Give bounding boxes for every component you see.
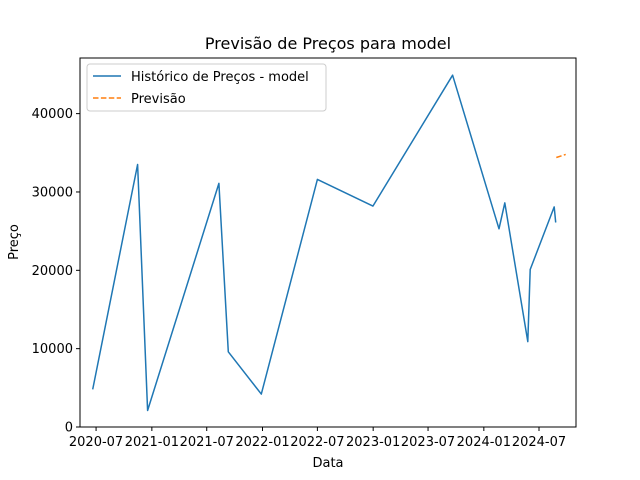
x-tick-label: 2024-01 (457, 435, 511, 450)
legend-label-forecast: Previsão (131, 92, 186, 107)
x-tick-label: 2021-07 (180, 435, 234, 450)
y-axis-title: Preço (7, 224, 22, 260)
series-line-forecast (556, 153, 566, 159)
x-tick-label: 2020-07 (69, 435, 123, 450)
x-tick-label: 2022-01 (235, 435, 289, 450)
y-axis: 0 10000 20000 30000 40000 (32, 107, 80, 436)
x-axis-title: Data (312, 456, 343, 471)
x-tick-label: 2024-07 (512, 435, 566, 450)
y-tick-label: 10000 (32, 342, 73, 357)
legend: Histórico de Preços - model Previsão (86, 63, 327, 112)
plot-area (91, 74, 566, 412)
x-tick-label: 2023-07 (401, 435, 455, 450)
y-tick-label: 0 (65, 421, 73, 436)
chart-title: Previsão de Preços para model (205, 34, 451, 53)
y-tick-label: 30000 (32, 185, 73, 200)
legend-box (86, 63, 327, 112)
y-tick-label: 20000 (32, 264, 73, 279)
x-tick-label: 2021-01 (125, 435, 179, 450)
x-tick-label: 2022-07 (290, 435, 344, 450)
x-tick-label: 2023-01 (346, 435, 400, 450)
series-line-history (91, 74, 557, 412)
legend-label-history: Histórico de Preços - model (131, 70, 309, 85)
y-tick-label: 40000 (32, 107, 73, 122)
axes-frame (79, 57, 577, 428)
x-axis: 2020-07 2021-01 2021-07 2022-01 2022-07 2023-… (69, 427, 566, 450)
